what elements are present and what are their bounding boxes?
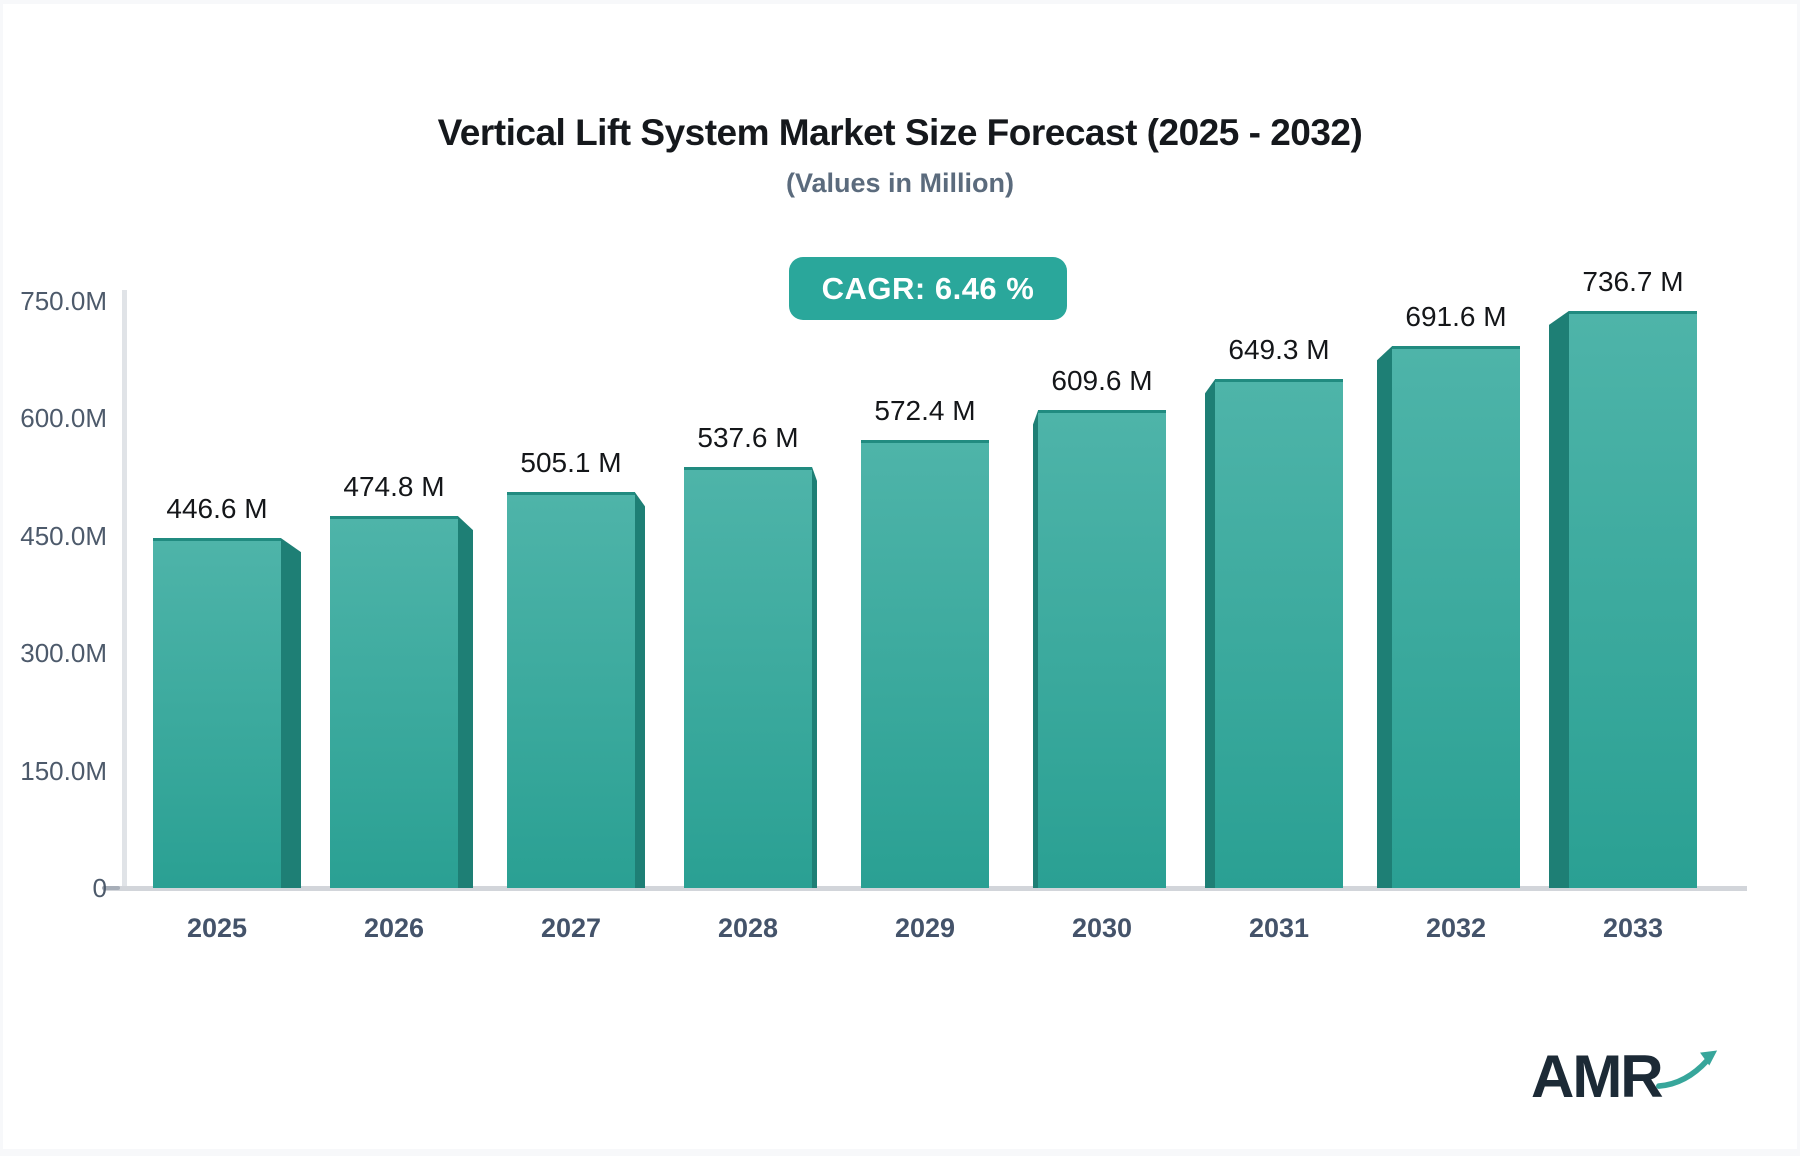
bar-value-label-2033: 736.7 M	[1582, 265, 1684, 297]
bar-side-face-2031	[1205, 379, 1215, 888]
bar-value-label-2028: 537.6 M	[697, 421, 799, 453]
bar-2026	[330, 516, 458, 888]
cagr-badge: CAGR: 6.46 %	[789, 257, 1067, 320]
growth-arrow-icon	[1655, 1050, 1717, 1089]
bar-2027	[507, 492, 635, 888]
y-axis-tick-label: 600.0M	[20, 403, 107, 433]
y-axis-tick-label: 300.0M	[20, 638, 107, 668]
y-axis-tick-label: 0	[92, 873, 107, 903]
bar-side-face-2028	[812, 466, 817, 888]
x-axis-label-2031: 2031	[1248, 913, 1310, 943]
bar-2028	[684, 466, 812, 888]
x-axis-label-2030: 2030	[1071, 913, 1133, 943]
y-axis-tick-label: 150.0M	[20, 755, 107, 786]
bar-2032	[1392, 346, 1520, 888]
bar-chart-plot-area: 750.0M 600.0M 450.0M 300.0M 150.0M 0 446.6 M 20…	[3, 4, 1797, 1149]
bar-value-label-2027: 505.1 M	[520, 447, 622, 479]
x-axis-line	[103, 886, 1747, 891]
y-axis-tick-label: 450.0M	[20, 520, 107, 551]
amr-logo: AMR	[1531, 1036, 1721, 1116]
chart-card: Vertical Lift System Market Size Forecas…	[3, 4, 1797, 1149]
chart-title: Vertical Lift System Market Size Forecas…	[437, 112, 1363, 153]
bar-side-face-2026	[458, 516, 473, 888]
bar-side-face-2030	[1033, 410, 1038, 888]
bar-2030	[1038, 410, 1166, 888]
bar-value-label-2030: 609.6 M	[1051, 365, 1153, 397]
bar-2029	[861, 439, 989, 888]
bar-side-face-2025	[281, 538, 301, 888]
x-axis-label-2029: 2029	[894, 913, 956, 943]
bar-value-label-2025: 446.6 M	[166, 493, 268, 525]
bar-side-face-2032	[1377, 346, 1392, 888]
y-axis-line	[122, 290, 127, 890]
x-axis-label-2027: 2027	[540, 913, 602, 943]
bar-side-face-2033	[1549, 310, 1569, 888]
amr-logo-text: AMR	[1531, 1042, 1664, 1110]
bar-value-label-2029: 572.4 M	[874, 394, 976, 426]
y-axis-tick-label: 750.0M	[20, 285, 107, 316]
x-axis-label-2025: 2025	[186, 913, 248, 943]
bar-value-label-2031: 649.3 M	[1228, 334, 1330, 366]
x-axis-label-2033: 2033	[1602, 913, 1664, 943]
x-axis-label-2032: 2032	[1425, 913, 1487, 943]
bar-2031	[1215, 379, 1343, 888]
bar-value-label-2026: 474.8 M	[343, 471, 445, 503]
x-axis-label-2026: 2026	[363, 913, 425, 943]
bar-side-face-2027	[635, 492, 645, 888]
bar-2033	[1569, 310, 1697, 888]
chart-subtitle: (Values in Million)	[785, 168, 1015, 198]
x-axis-label-2028: 2028	[717, 913, 779, 943]
bar-value-label-2032: 691.6 M	[1405, 301, 1507, 333]
bar-2025	[153, 538, 281, 888]
zero-tick-mark	[102, 886, 120, 890]
